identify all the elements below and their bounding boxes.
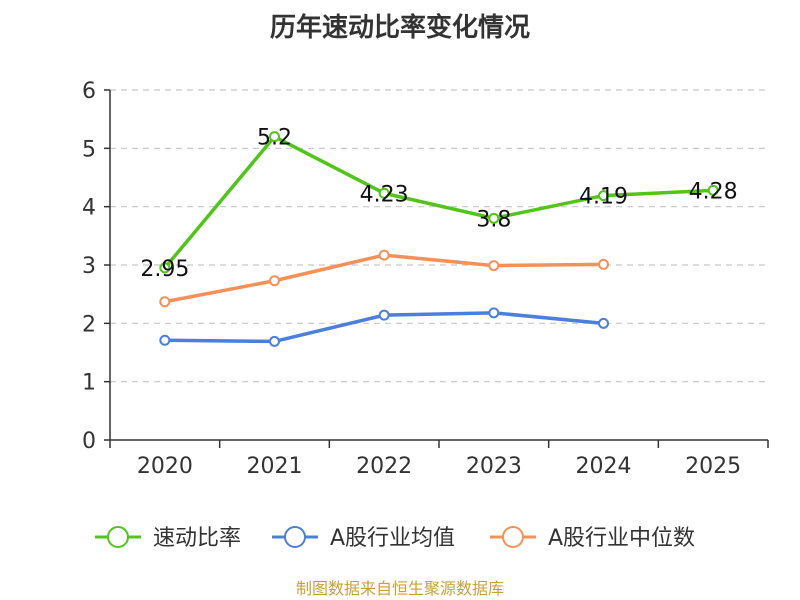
- data-point[interactable]: [378, 187, 390, 199]
- source-note: 制图数据来自恒生聚源数据库: [296, 579, 504, 598]
- legend-marker-icon: [107, 526, 129, 548]
- data-label: 3.8: [476, 207, 511, 232]
- x-axis-ticks: 2020 2021 2022 2023 2024 2025: [109, 440, 769, 479]
- y-tick-label: 5: [82, 137, 96, 162]
- x-tick-label: 2023: [466, 454, 522, 479]
- x-tick-label: 2024: [576, 454, 632, 479]
- y-tick-label: 1: [82, 371, 96, 396]
- data-point[interactable]: [598, 258, 609, 270]
- legend-label: A股行业均值: [330, 526, 455, 551]
- data-point[interactable]: [598, 190, 609, 202]
- y-tick-label: 3: [82, 254, 96, 279]
- data-label: 2.95: [140, 257, 189, 282]
- legend-label: A股行业中位数: [548, 526, 695, 551]
- y-tick-label: 2: [82, 312, 96, 337]
- series-line-0: [163, 134, 715, 270]
- axes: [109, 90, 768, 441]
- x-tick-label: 2022: [356, 454, 412, 479]
- data-point[interactable]: [269, 131, 280, 143]
- data-label: 4.28: [689, 179, 738, 204]
- legend-item-1[interactable]: A股行业均值: [272, 526, 455, 551]
- x-tick-label: 2021: [247, 454, 303, 479]
- grid: [110, 89, 768, 383]
- data-point[interactable]: [159, 296, 171, 308]
- chart-title: 历年速动比率变化情况: [270, 12, 530, 43]
- data-point[interactable]: [269, 275, 280, 287]
- data-point[interactable]: [378, 309, 390, 321]
- data-point[interactable]: [269, 335, 280, 347]
- legend-marker-icon: [502, 526, 524, 548]
- legend-marker-icon: [284, 526, 306, 548]
- data-point[interactable]: [378, 249, 390, 261]
- y-axis-ticks: 0 1 2 3 4 5 6: [82, 79, 110, 454]
- legend-item-2[interactable]: A股行业中位数: [490, 526, 695, 551]
- series-layer: [159, 131, 719, 347]
- data-label: 4.19: [579, 185, 628, 210]
- data-point[interactable]: [159, 334, 171, 346]
- legend-label: 速动比率: [153, 526, 241, 551]
- legend[interactable]: 速动比率 A股行业均值 A股行业中位数: [95, 526, 695, 551]
- legend-item-0[interactable]: 速动比率: [95, 526, 241, 551]
- data-label: 4.23: [360, 182, 409, 207]
- x-tick-label: 2025: [685, 454, 741, 479]
- data-point[interactable]: [707, 184, 719, 196]
- data-point[interactable]: [159, 262, 171, 274]
- data-point[interactable]: [488, 212, 500, 224]
- x-tick-label: 2020: [137, 454, 193, 479]
- data-labels: 2.95 5.2 4.23 3.8 4.19 4.28: [140, 126, 737, 282]
- data-point[interactable]: [488, 260, 500, 272]
- data-label: 5.2: [257, 126, 292, 151]
- data-point[interactable]: [488, 307, 500, 319]
- y-tick-label: 6: [82, 79, 96, 104]
- data-point[interactable]: [598, 317, 609, 329]
- y-tick-label: 4: [82, 196, 96, 221]
- y-tick-label: 0: [82, 429, 96, 454]
- series-line-2: [163, 253, 606, 304]
